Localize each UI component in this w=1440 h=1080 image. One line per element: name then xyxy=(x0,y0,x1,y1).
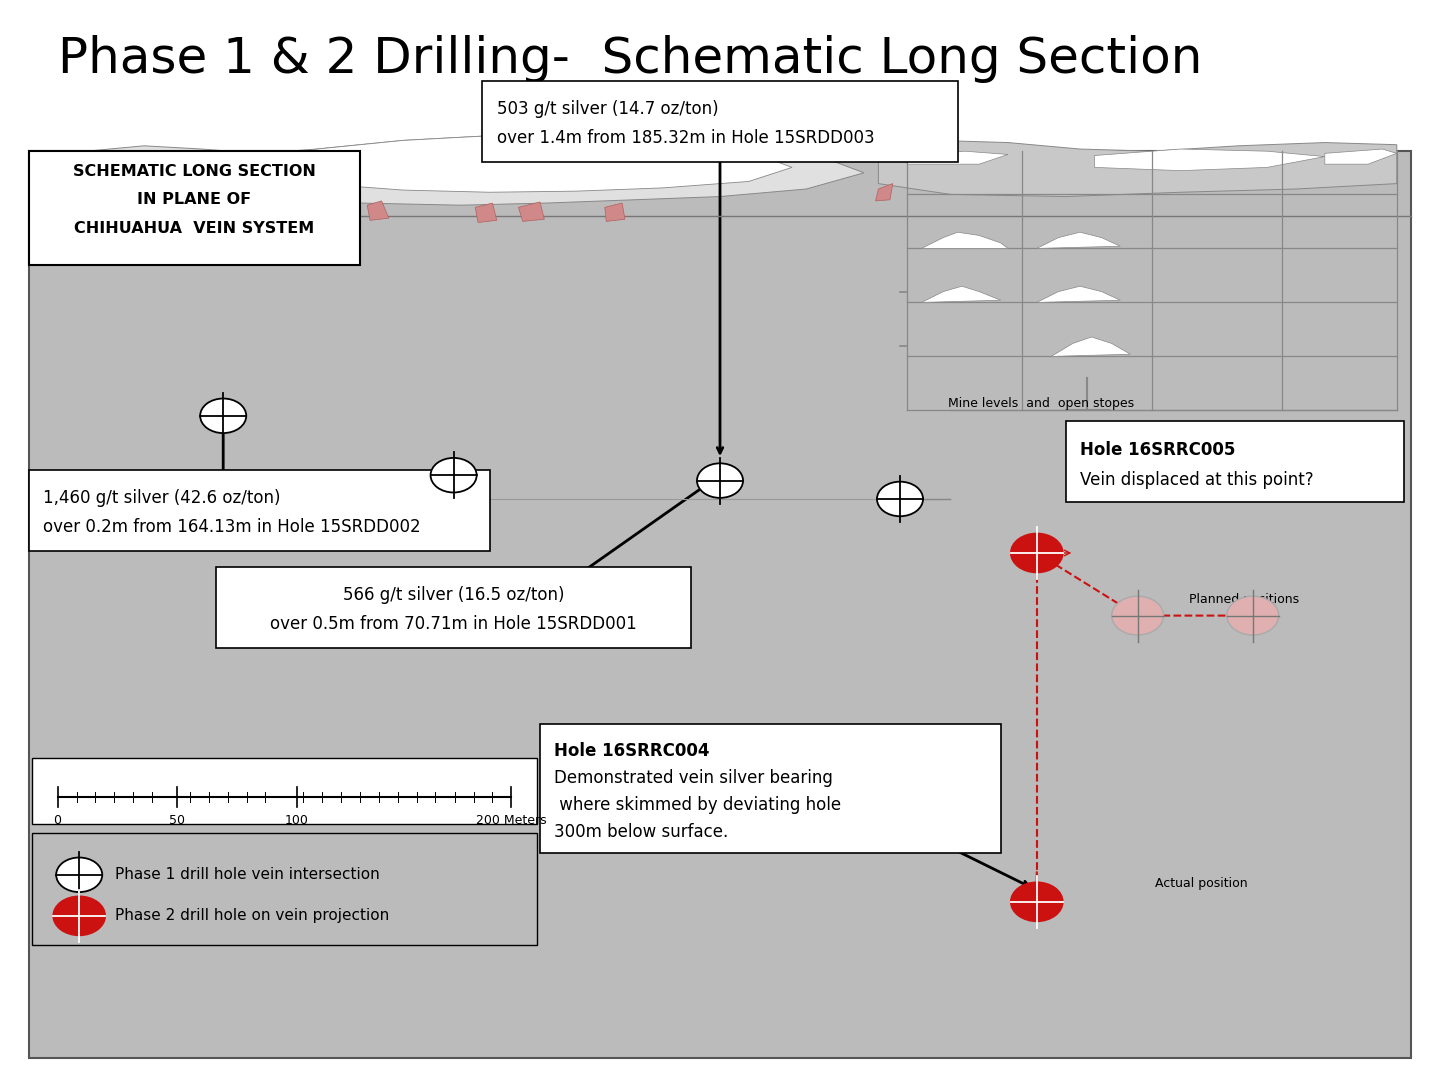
Text: CHIHUAHUA  VEIN SYSTEM: CHIHUAHUA VEIN SYSTEM xyxy=(75,221,314,237)
FancyBboxPatch shape xyxy=(29,151,360,265)
Circle shape xyxy=(431,458,477,492)
FancyBboxPatch shape xyxy=(32,833,537,945)
FancyBboxPatch shape xyxy=(32,758,537,824)
Polygon shape xyxy=(1051,337,1130,356)
Text: over 0.5m from 70.71m in Hole 15SRDD001: over 0.5m from 70.71m in Hole 15SRDD001 xyxy=(271,616,636,633)
Polygon shape xyxy=(101,162,187,173)
Polygon shape xyxy=(1094,149,1325,171)
Text: 100: 100 xyxy=(285,814,308,827)
Polygon shape xyxy=(1037,286,1120,302)
Polygon shape xyxy=(876,184,893,201)
Text: where skimmed by deviating hole: where skimmed by deviating hole xyxy=(554,796,841,813)
Text: Phase 2 drill hole on vein projection: Phase 2 drill hole on vein projection xyxy=(115,908,389,923)
Text: Phase 1 drill hole vein intersection: Phase 1 drill hole vein intersection xyxy=(115,867,380,882)
Text: 566 g/t silver (16.5 oz/ton): 566 g/t silver (16.5 oz/ton) xyxy=(343,586,564,604)
Circle shape xyxy=(1011,882,1063,921)
Polygon shape xyxy=(259,135,792,192)
FancyBboxPatch shape xyxy=(29,151,1411,1058)
Polygon shape xyxy=(922,286,1001,302)
Polygon shape xyxy=(878,140,1397,197)
Polygon shape xyxy=(338,200,357,218)
Polygon shape xyxy=(475,203,497,222)
Text: Hole 16SRRC005: Hole 16SRRC005 xyxy=(1080,442,1236,459)
Circle shape xyxy=(1011,534,1063,572)
Text: Vein displaced at this point?: Vein displaced at this point? xyxy=(1080,471,1313,488)
Polygon shape xyxy=(202,156,288,168)
Text: Phase 1 & 2 Drilling-  Schematic Long Section: Phase 1 & 2 Drilling- Schematic Long Sec… xyxy=(58,36,1202,83)
Circle shape xyxy=(697,463,743,498)
FancyBboxPatch shape xyxy=(1066,421,1404,502)
Polygon shape xyxy=(922,232,1008,248)
Circle shape xyxy=(200,399,246,433)
Circle shape xyxy=(877,482,923,516)
Circle shape xyxy=(53,896,105,935)
Text: Actual position: Actual position xyxy=(1155,877,1247,890)
Polygon shape xyxy=(1325,149,1397,164)
Circle shape xyxy=(1227,596,1279,635)
FancyBboxPatch shape xyxy=(482,81,958,162)
Text: over 1.4m from 185.32m in Hole 15SRDD003: over 1.4m from 185.32m in Hole 15SRDD003 xyxy=(497,130,874,147)
Polygon shape xyxy=(518,202,544,221)
Polygon shape xyxy=(367,201,389,220)
Text: SCHEMATIC LONG SECTION: SCHEMATIC LONG SECTION xyxy=(73,164,315,179)
Circle shape xyxy=(56,858,102,892)
Text: Hole 16SRRC004: Hole 16SRRC004 xyxy=(554,742,710,759)
Polygon shape xyxy=(1037,232,1120,248)
Text: Mine levels  and  open stopes: Mine levels and open stopes xyxy=(948,397,1133,410)
FancyBboxPatch shape xyxy=(29,470,490,551)
Text: Planned positions: Planned positions xyxy=(1189,593,1299,606)
Text: Demonstrated vein silver bearing: Demonstrated vein silver bearing xyxy=(554,769,834,786)
Text: 50: 50 xyxy=(168,814,186,827)
Text: over 0.2m from 164.13m in Hole 15SRDD002: over 0.2m from 164.13m in Hole 15SRDD002 xyxy=(43,518,420,536)
Circle shape xyxy=(1112,596,1164,635)
Text: 1,460 g/t silver (42.6 oz/ton): 1,460 g/t silver (42.6 oz/ton) xyxy=(43,489,281,507)
Text: 0: 0 xyxy=(53,814,62,827)
Text: IN PLANE OF: IN PLANE OF xyxy=(137,192,252,207)
Polygon shape xyxy=(86,135,864,205)
Text: 300m below surface.: 300m below surface. xyxy=(554,823,729,840)
Text: 503 g/t silver (14.7 oz/ton): 503 g/t silver (14.7 oz/ton) xyxy=(497,100,719,118)
Polygon shape xyxy=(907,151,1008,164)
FancyBboxPatch shape xyxy=(540,724,1001,853)
Text: 200 Meters: 200 Meters xyxy=(475,814,547,827)
Polygon shape xyxy=(605,203,625,221)
FancyBboxPatch shape xyxy=(216,567,691,648)
